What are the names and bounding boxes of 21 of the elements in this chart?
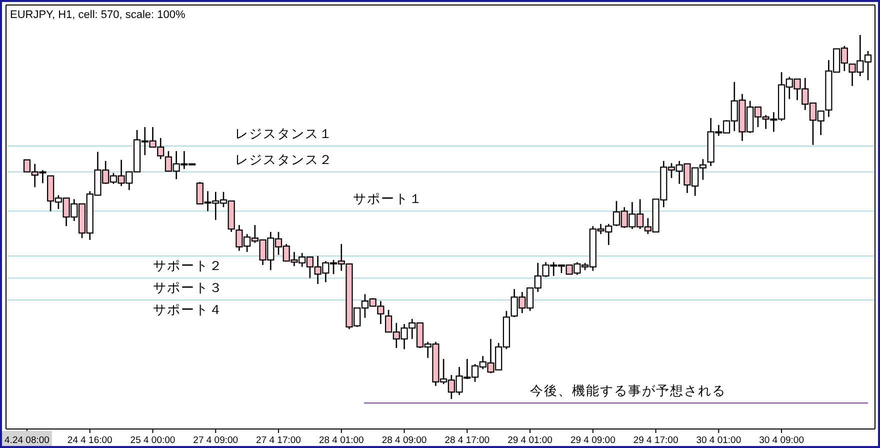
x-tick-label: 27 4 09:00 xyxy=(193,435,238,446)
ref-line-label: サポート３ xyxy=(153,280,223,296)
x-tick-label: 25 4 00:00 xyxy=(130,435,176,446)
x-tick-label: 29 4 01:00 xyxy=(508,435,552,446)
ref-line-label: レジスタンス２ xyxy=(235,152,333,167)
x-tick-label: 29 4 09:00 xyxy=(570,435,616,446)
x-tick-label: 28 4 01:00 xyxy=(318,435,364,446)
x-tick-label: 30 4 09:00 xyxy=(759,435,804,446)
ref-line-label: 今後、機能する事が予想される xyxy=(530,383,726,398)
x-tick-label: 28 4 17:00 xyxy=(444,435,490,446)
x-tick-label: 28 4 09:00 xyxy=(382,435,427,446)
ref-line-label: レジスタンス１ xyxy=(235,126,333,142)
x-tick-label: 29 4 17:00 xyxy=(633,435,678,446)
x-tick-label: 4.24 08:00 xyxy=(4,435,50,446)
x-tick-label: 30 4 01:00 xyxy=(696,435,742,446)
ref-line-label: サポート１ xyxy=(353,191,423,206)
ref-line-label: サポート２ xyxy=(153,258,223,273)
chart-title: EURJPY, H1, cell: 570, scale: 100% xyxy=(10,9,186,21)
x-tick-label: 27 4 17:00 xyxy=(256,435,301,446)
ref-line-label: サポート４ xyxy=(153,302,223,317)
x-tick-label: 24 4 16:00 xyxy=(67,435,112,446)
